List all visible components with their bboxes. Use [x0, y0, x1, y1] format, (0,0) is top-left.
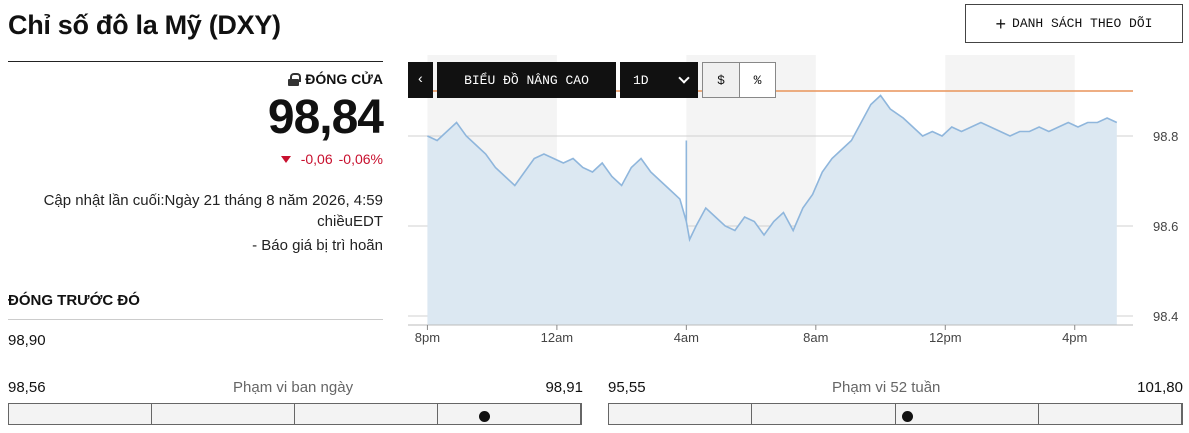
x-tick-label: 4am — [674, 330, 699, 345]
divider — [8, 61, 383, 62]
plus-icon: + — [995, 13, 1007, 34]
price-change: -0,06 -0,06% — [280, 151, 383, 167]
last-updated-line2: chiềuEDT — [317, 213, 383, 230]
watchlist-label: DANH SÁCH THEO DÕI — [1012, 16, 1153, 31]
y-tick-label: 98.6 — [1153, 219, 1178, 234]
dollar-toggle[interactable]: $ — [702, 62, 740, 98]
week52-range-high: 101,80 — [1137, 379, 1183, 396]
change-value: -0,06 — [300, 151, 333, 167]
x-tick-label: 8pm — [415, 330, 440, 345]
delayed-quote-note: - Báo giá bị trì hoãn — [252, 237, 383, 254]
add-to-watchlist-button[interactable]: + DANH SÁCH THEO DÕI — [965, 4, 1183, 43]
last-updated-line1: Cập nhật lần cuối:Ngày 21 tháng 8 năm 20… — [43, 192, 383, 209]
period-label: 1D — [633, 72, 649, 88]
chevron-left-icon[interactable]: ‹ — [408, 62, 433, 98]
day-range-high: 98,91 — [545, 379, 583, 396]
price-chart[interactable]: 98.8 98.6 98.4 8pm 12am 4am 8am 12pm 4pm — [408, 55, 1189, 350]
y-tick-label: 98.4 — [1153, 309, 1178, 324]
last-updated: Cập nhật lần cuối:Ngày 21 tháng 8 năm 20… — [8, 190, 383, 232]
divider — [8, 319, 383, 320]
x-tick-label: 12pm — [929, 330, 962, 345]
change-percent: -0,06% — [338, 151, 383, 167]
down-arrow-icon — [280, 155, 291, 163]
chevron-down-icon — [678, 71, 690, 84]
previous-close-value: 98,90 — [8, 332, 46, 349]
x-tick-label: 4pm — [1062, 330, 1087, 345]
page-title: Chỉ số đô la Mỹ (DXY) — [8, 10, 281, 40]
percent-toggle[interactable]: % — [740, 62, 776, 98]
week52-range-bar — [608, 403, 1183, 425]
advanced-chart-button[interactable]: BIỂU ĐỒ NÂNG CAO — [437, 62, 616, 98]
last-price: 98,84 — [267, 91, 384, 144]
day-range-low: 98,56 — [8, 379, 46, 396]
previous-close-label: ĐÓNG TRƯỚC ĐÓ — [8, 292, 140, 309]
y-tick-label: 98.8 — [1153, 129, 1178, 144]
price-chart-svg: 98.8 98.6 98.4 8pm 12am 4am 8am 12pm 4pm — [408, 55, 1178, 345]
day-range-marker — [478, 411, 490, 422]
period-dropdown[interactable]: 1D — [620, 62, 698, 98]
price-area — [427, 95, 1117, 325]
x-tick-label: 12am — [541, 330, 574, 345]
week52-range-marker — [901, 411, 913, 422]
day-range-bar — [8, 403, 582, 425]
price-line — [427, 94, 1118, 243]
lock-icon — [288, 72, 302, 86]
market-status: ĐÓNG CỬA — [288, 71, 383, 87]
day-range-label: Phạm vi ban ngày — [233, 379, 354, 396]
chart-toolbar: ‹ BIỂU ĐỒ NÂNG CAO 1D $ % — [408, 62, 776, 98]
x-tick-label: 8am — [803, 330, 828, 345]
week52-range-label: Phạm vi 52 tuần — [832, 379, 941, 396]
week52-range-low: 95,55 — [608, 379, 646, 396]
market-status-label: ĐÓNG CỬA — [305, 71, 383, 87]
